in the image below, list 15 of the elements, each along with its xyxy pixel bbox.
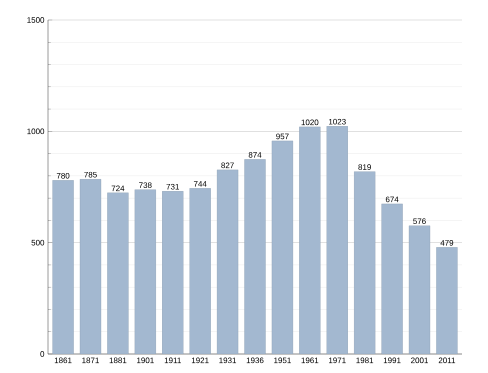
bar [162, 191, 184, 354]
bar [326, 126, 348, 354]
bar [134, 190, 156, 354]
bar [381, 204, 403, 354]
bar [52, 180, 74, 354]
bar [107, 192, 129, 354]
bar [216, 170, 238, 354]
bar [80, 179, 102, 354]
bar [408, 226, 430, 354]
bar [299, 126, 320, 354]
bar [244, 159, 266, 354]
bar [436, 247, 458, 354]
bar [272, 140, 294, 354]
bar [190, 188, 211, 354]
bar [354, 171, 376, 354]
